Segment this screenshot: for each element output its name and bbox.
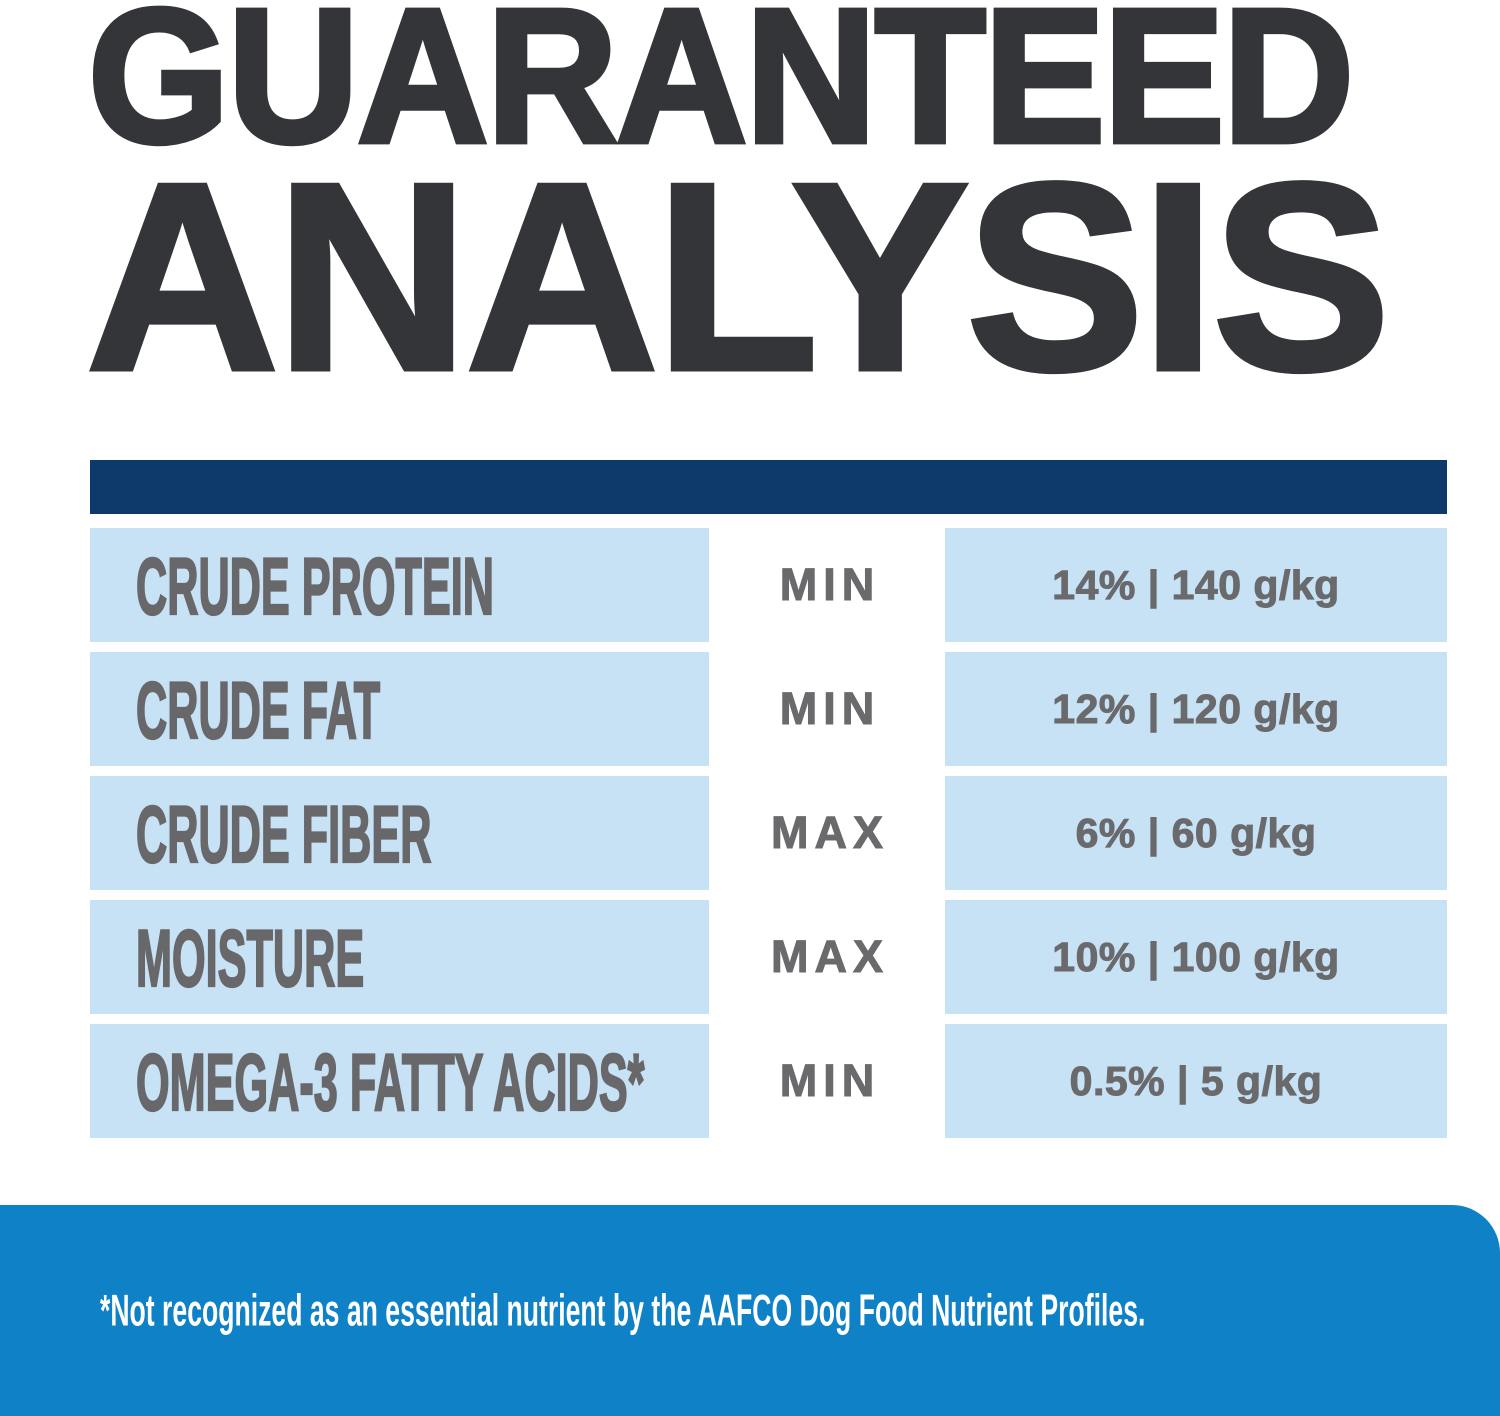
nutrient-cell: CRUDE FIBER — [90, 776, 709, 890]
nutrient-value: 0.5% | 5 g/kg — [1069, 1057, 1323, 1104]
value-cell: 10% | 100 g/kg — [945, 900, 1447, 1014]
footnote: *Not recognized as an essential nutrient… — [100, 1284, 1146, 1335]
nutrient-name: CRUDE FAT — [135, 662, 381, 755]
basis-label: MAX — [771, 807, 889, 859]
table-header-bar — [90, 460, 1447, 514]
basis-label: MIN — [779, 683, 881, 735]
footer-bar: *Not recognized as an essential nutrient… — [0, 1205, 1500, 1416]
nutrient-cell: CRUDE PROTEIN — [90, 528, 709, 642]
nutrient-value: 10% | 100 g/kg — [1052, 933, 1340, 980]
basis-label: MAX — [771, 931, 889, 983]
table-row: CRUDE FAT MIN 12% | 120 g/kg — [90, 652, 1447, 766]
table-row: OMEGA-3 FATTY ACIDS* MIN 0.5% | 5 g/kg — [90, 1024, 1447, 1138]
table-row: CRUDE FIBER MAX 6% | 60 g/kg — [90, 776, 1447, 890]
value-cell: 14% | 140 g/kg — [945, 528, 1447, 642]
table-row: MOISTURE MAX 10% | 100 g/kg — [90, 900, 1447, 1014]
basis-label: MIN — [779, 559, 881, 611]
value-cell: 12% | 120 g/kg — [945, 652, 1447, 766]
nutrient-cell: OMEGA-3 FATTY ACIDS* — [90, 1024, 709, 1138]
table-row: CRUDE PROTEIN MIN 14% | 140 g/kg — [90, 528, 1447, 642]
page-title-line2: ANALYSIS — [83, 127, 1392, 426]
nutrient-value: 14% | 140 g/kg — [1052, 561, 1340, 608]
nutrient-cell: CRUDE FAT — [90, 652, 709, 766]
nutrient-name: CRUDE PROTEIN — [135, 538, 494, 631]
nutrient-value: 12% | 120 g/kg — [1052, 685, 1340, 732]
value-cell: 6% | 60 g/kg — [945, 776, 1447, 890]
nutrient-name: CRUDE FIBER — [135, 786, 432, 879]
nutrient-name: MOISTURE — [135, 910, 365, 1003]
page-title-line1: GUARANTEED — [85, 0, 1356, 183]
nutrient-name: OMEGA-3 FATTY ACIDS* — [135, 1034, 645, 1127]
nutrient-cell: MOISTURE — [90, 900, 709, 1014]
basis-label: MIN — [779, 1055, 881, 1107]
nutrient-value: 6% | 60 g/kg — [1075, 809, 1317, 856]
value-cell: 0.5% | 5 g/kg — [945, 1024, 1447, 1138]
